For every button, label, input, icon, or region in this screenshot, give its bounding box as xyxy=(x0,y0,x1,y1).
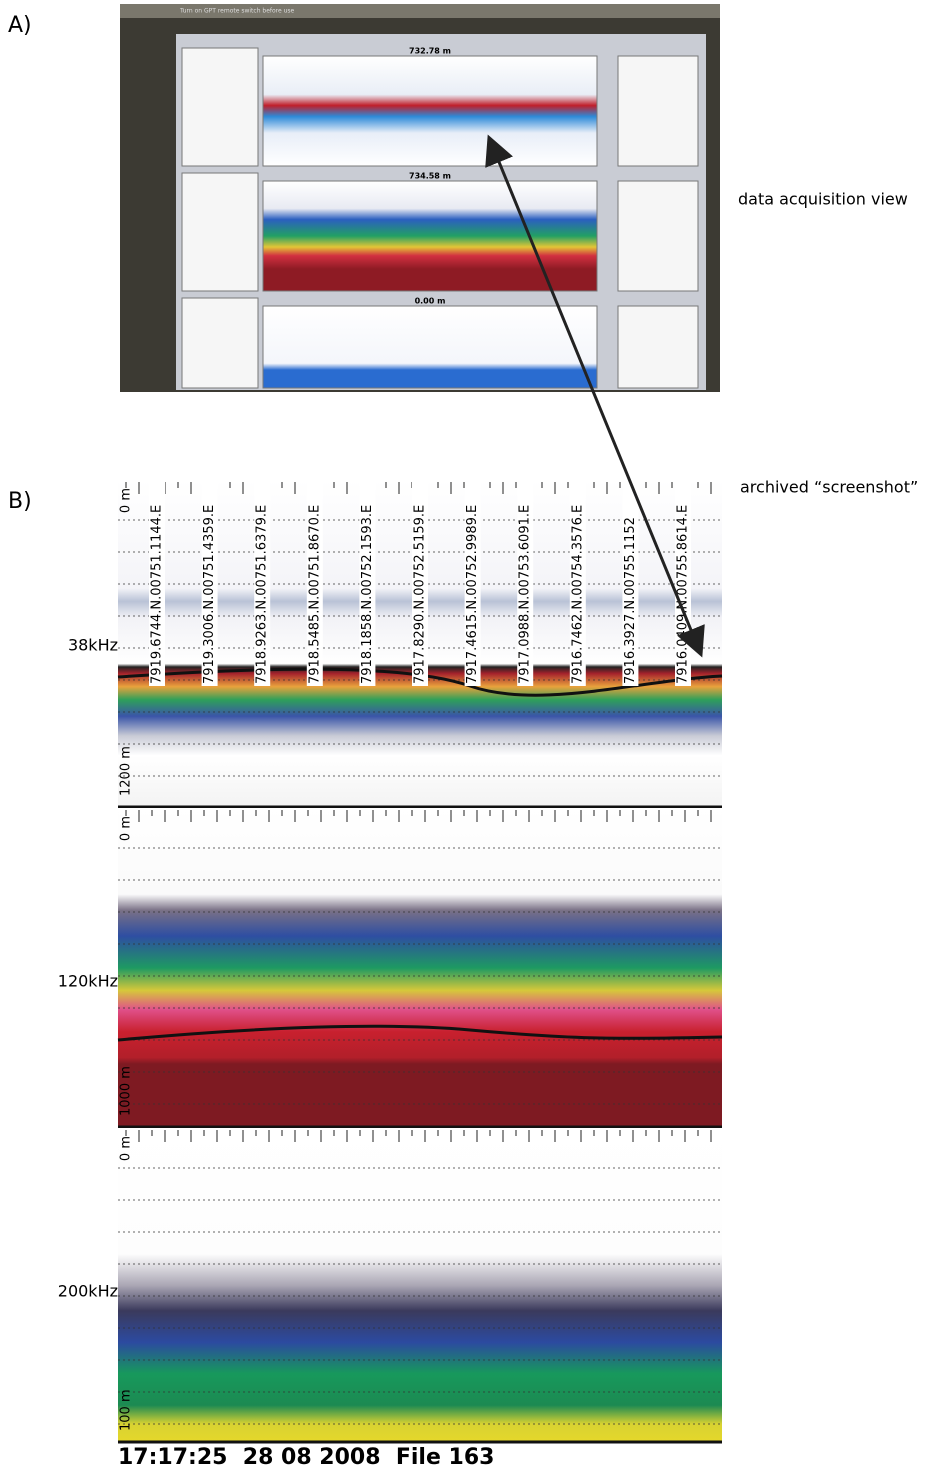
position-label: 7917.0988.N.00753.6091.E xyxy=(518,505,533,684)
position-label: 7919.6744.N.00751.1144.E xyxy=(150,505,165,684)
position-label: 7918.1858.N.00752.1593.E xyxy=(360,505,375,684)
screen-range: 732.78 m xyxy=(409,47,451,56)
position-label-bg xyxy=(412,480,428,686)
screen-scale-panel xyxy=(617,55,699,167)
depth-label: 1000 m xyxy=(119,1066,134,1116)
screen-echogram xyxy=(262,180,598,292)
monitor-notice: Turn on GPT remote switch before use xyxy=(179,8,295,15)
panel-label: A) xyxy=(8,13,32,38)
frequency-label: 120kHz xyxy=(58,972,118,991)
echogram-channel xyxy=(118,808,722,1128)
frequency-label: 38kHz xyxy=(68,636,118,655)
seafloor-line xyxy=(117,1024,723,1042)
position-label: 7916.3927.N.00755.1152 xyxy=(623,517,638,684)
echogram: 38kHz 0 m 1200 m 120kHz 0 m 1000 m 200kHz 0 m 10… xyxy=(58,480,723,1444)
depth-label: 0 m xyxy=(119,488,134,513)
position-label: 7919.3006.N.00751.4359.E xyxy=(202,505,217,684)
position-label: 7916.7462.N.00754.3576.E xyxy=(570,505,585,684)
footer: 17:17:25 28 08 2008 File 163 xyxy=(118,1445,494,1470)
screen-range: 734.58 m xyxy=(409,172,451,181)
position-label-bg xyxy=(306,480,323,686)
position-label: 7917.8290.N.00752.5159.E xyxy=(413,505,428,684)
monitor-bezel xyxy=(120,4,720,18)
screen-side-panel xyxy=(181,172,259,292)
position-label-bg xyxy=(254,480,271,686)
position-label: 7918.9263.N.00751.6379.E xyxy=(255,505,270,684)
screen-scale-panel xyxy=(617,305,699,389)
screen-echogram xyxy=(262,305,598,389)
depth-label: 0 m xyxy=(119,816,134,841)
caption: data acquisition view xyxy=(738,190,908,209)
arrow xyxy=(485,134,705,658)
echogram-channel xyxy=(118,1128,722,1443)
screen-side-panel xyxy=(181,297,259,389)
position-label: 7917.4615.N.00752.9989.E xyxy=(465,505,480,684)
depth-label: 0 m xyxy=(119,1136,134,1161)
frequency-label: 200kHz xyxy=(58,1282,118,1301)
position-label-bg xyxy=(464,480,481,686)
panel-label: B) xyxy=(8,489,32,514)
position-label-bg xyxy=(201,480,218,686)
depth-label: 1200 m xyxy=(119,746,134,796)
screen-range: 0.00 m xyxy=(415,297,446,306)
position-label: 7918.5485.N.00751.8670.E xyxy=(307,505,322,684)
position-label-bg xyxy=(359,480,376,686)
screen-echogram xyxy=(262,55,598,167)
screen-scale-panel xyxy=(617,180,699,292)
caption: archived “screenshot” xyxy=(740,478,918,497)
position-label-bg xyxy=(149,480,165,686)
screen-side-panel xyxy=(181,47,259,167)
depth-label: 100 m xyxy=(119,1389,134,1431)
